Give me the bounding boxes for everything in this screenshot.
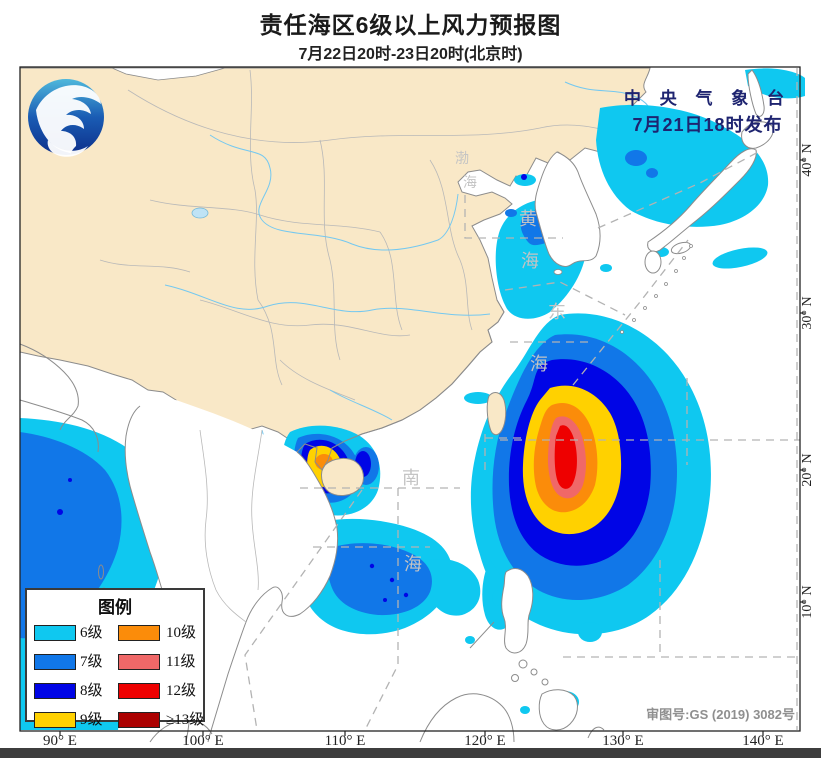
cma-logo <box>28 79 104 157</box>
legend-title: 图例 <box>98 598 132 617</box>
lon-tick-140e: 140° E <box>742 733 784 749</box>
legend-label-9: 9级 <box>80 712 103 728</box>
land-taiwan <box>486 392 507 436</box>
lat-tick-40n: 40° N <box>800 143 815 177</box>
legend-label-10: 10级 <box>166 625 197 641</box>
legend-label-12: 12级 <box>166 683 197 699</box>
sea-label-huanghai: 海 <box>521 251 539 271</box>
legend-swatch-13 <box>118 712 160 728</box>
legend-label-6: 6级 <box>80 625 103 641</box>
lon-tick-110e: 110° E <box>324 733 366 749</box>
publisher-issued: 7月21日18时发布 <box>632 115 783 135</box>
legend-swatch-7 <box>34 654 76 670</box>
lat-tick-10n: 10° N <box>800 585 815 619</box>
qinghai-lake <box>191 207 209 219</box>
admin-borders <box>99 69 626 401</box>
sea-label-bohai: 海 <box>463 176 477 191</box>
legend-swatch-6 <box>34 625 76 641</box>
page-title: 责任海区6级以上风力预报图 <box>259 12 562 38</box>
sea-label-nanhai: 南 <box>402 468 420 488</box>
lat-tick-30n: 30° N <box>800 296 815 330</box>
page-subtitle: 7月22日20时-23日20时(北京时) <box>298 46 523 63</box>
lon-tick-90e: 90° E <box>43 733 77 749</box>
land-hainan <box>321 457 364 496</box>
sea-label-bohai: 渤 <box>455 152 469 167</box>
legend-label-7: 7级 <box>80 654 103 670</box>
legend-label-13: ≥13级 <box>166 712 205 728</box>
legend-grid: 6级 10级 7级 11级 8级 12级 9级 ≥13级 <box>34 625 204 729</box>
mainland-coast-overlay <box>296 299 505 471</box>
lon-tick-120e: 120° E <box>464 733 506 749</box>
sea-label-huanghai: 黄 <box>519 209 537 229</box>
lat-tick-20n: 20° N <box>800 453 815 487</box>
sea-label-donghai: 海 <box>530 354 548 374</box>
sea-label-nanhai: 海 <box>404 554 422 574</box>
bottom-bar <box>0 748 821 758</box>
legend-swatch-9 <box>34 712 76 728</box>
sea-region-boundaries <box>244 68 800 731</box>
ryukyu-islands <box>620 244 693 334</box>
lon-tick-100e: 100° E <box>182 733 224 749</box>
wind-level12-areas <box>554 425 577 489</box>
legend-swatch-11 <box>118 654 160 670</box>
sea-label-donghai: 东 <box>548 302 566 322</box>
legend-label-8: 8级 <box>80 683 103 699</box>
legend-swatch-12 <box>118 683 160 699</box>
legend-label-11: 11级 <box>166 654 196 670</box>
map-approval-number: 审图号:GS (2019) 3082号 <box>646 707 795 722</box>
legend-box: 图例 6级 10级 7级 11级 8级 12级 9级 ≥13级 <box>25 588 205 728</box>
publisher-block: 中 央 气 象 台 7月21日18时发布 <box>610 84 805 137</box>
land-indochina <box>124 400 339 743</box>
land-japan <box>644 69 774 274</box>
map-frame <box>19 66 805 736</box>
legend-swatch-8 <box>34 683 76 699</box>
lon-tick-130e: 130° E <box>602 733 644 749</box>
legend-swatch-10 <box>118 625 160 641</box>
land-philippines <box>469 568 578 731</box>
publisher-agency: 中 央 气 象 台 <box>624 89 791 108</box>
